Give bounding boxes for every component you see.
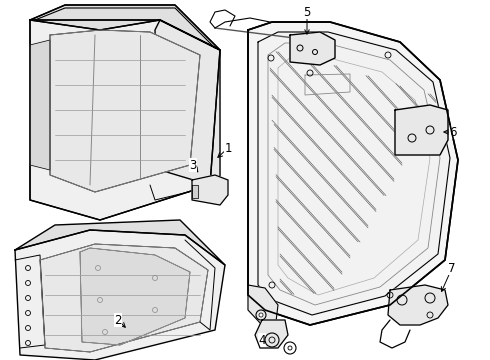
Text: 2: 2 bbox=[114, 314, 122, 327]
Text: 5: 5 bbox=[303, 5, 311, 18]
Polygon shape bbox=[248, 22, 458, 325]
Polygon shape bbox=[30, 40, 50, 170]
Polygon shape bbox=[50, 30, 200, 192]
Polygon shape bbox=[30, 5, 220, 50]
Polygon shape bbox=[388, 285, 448, 325]
Polygon shape bbox=[290, 32, 335, 65]
Polygon shape bbox=[258, 32, 450, 315]
Text: 1: 1 bbox=[224, 141, 232, 154]
Polygon shape bbox=[155, 20, 220, 185]
Text: 7: 7 bbox=[448, 261, 456, 275]
Text: 4: 4 bbox=[258, 333, 266, 346]
Text: 6: 6 bbox=[449, 126, 457, 139]
Polygon shape bbox=[255, 320, 288, 348]
Circle shape bbox=[259, 313, 263, 317]
Text: 3: 3 bbox=[189, 158, 196, 171]
Polygon shape bbox=[15, 230, 225, 360]
Polygon shape bbox=[15, 220, 225, 265]
Polygon shape bbox=[192, 185, 198, 198]
Polygon shape bbox=[30, 20, 220, 220]
Polygon shape bbox=[192, 175, 228, 205]
Polygon shape bbox=[80, 248, 190, 345]
Polygon shape bbox=[395, 105, 448, 155]
Polygon shape bbox=[40, 244, 208, 352]
Polygon shape bbox=[248, 285, 278, 330]
